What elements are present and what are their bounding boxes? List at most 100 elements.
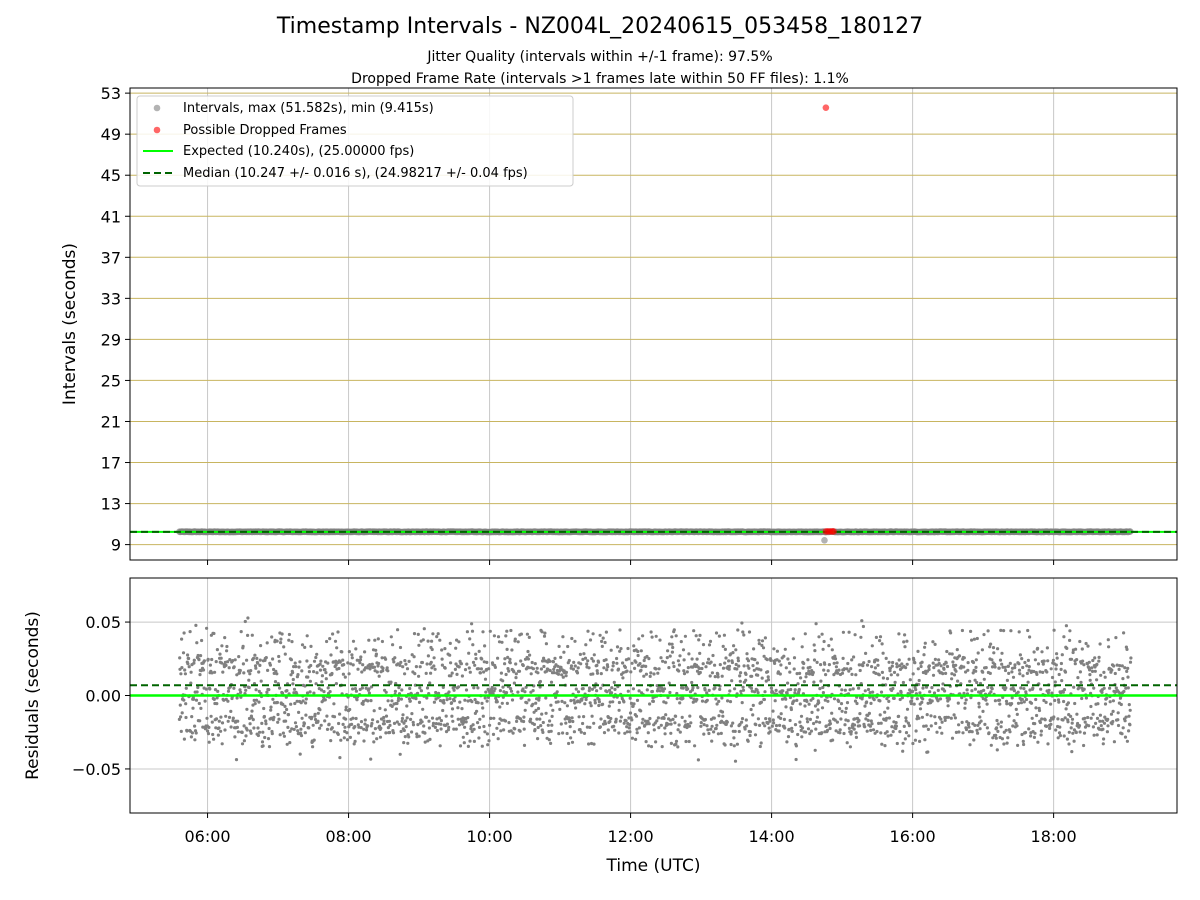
- residual-point: [417, 674, 421, 678]
- residual-point: [264, 719, 268, 723]
- residual-point: [1099, 724, 1103, 728]
- residual-point: [696, 686, 700, 690]
- residual-point: [619, 647, 623, 651]
- residual-point: [304, 701, 308, 705]
- residual-point: [587, 666, 591, 670]
- residual-point: [524, 685, 528, 689]
- residual-point: [188, 630, 192, 634]
- residual-point: [403, 735, 407, 739]
- residual-point: [945, 664, 950, 669]
- residual-point: [448, 653, 452, 657]
- residual-point: [749, 686, 754, 690]
- residual-point: [483, 696, 487, 700]
- residual-point: [542, 634, 547, 638]
- residual-point: [205, 716, 209, 720]
- residual-point: [998, 702, 1002, 706]
- residual-point: [244, 688, 248, 692]
- residual-point: [606, 728, 610, 732]
- residual-point: [1010, 702, 1014, 706]
- residual-point: [179, 729, 183, 734]
- residual-point: [184, 702, 188, 706]
- residual-point: [273, 680, 278, 684]
- residual-point: [1026, 680, 1030, 684]
- residual-point: [1102, 686, 1106, 690]
- residual-point: [823, 698, 827, 702]
- residual-point: [600, 644, 604, 649]
- residual-point: [888, 669, 892, 673]
- residual-point: [835, 720, 840, 724]
- residual-point: [407, 697, 411, 701]
- residual-point: [455, 638, 459, 642]
- residual-point: [733, 687, 737, 691]
- residual-point: [229, 725, 233, 729]
- residual-point: [646, 719, 650, 723]
- residual-point: [778, 672, 782, 676]
- residual-point: [560, 699, 564, 704]
- residual-point: [858, 724, 862, 728]
- residual-point: [483, 644, 487, 648]
- residual-point: [576, 690, 581, 694]
- residual-point: [902, 724, 906, 729]
- residual-point: [1080, 696, 1084, 701]
- residual-point: [1082, 663, 1086, 667]
- residual-point: [665, 656, 669, 660]
- residual-point: [899, 690, 903, 694]
- residual-point: [1093, 656, 1097, 660]
- residual-point: [736, 628, 740, 632]
- residual-point: [189, 670, 193, 674]
- residual-point: [577, 715, 581, 719]
- residual-point: [267, 745, 272, 749]
- residual-point: [356, 667, 360, 671]
- residual-point: [235, 696, 239, 700]
- residual-point: [301, 699, 305, 703]
- residual-point: [1102, 737, 1106, 741]
- residual-point: [962, 665, 966, 669]
- residual-point: [509, 628, 513, 633]
- residual-point: [903, 633, 907, 637]
- residual-point: [793, 723, 798, 727]
- residual-point: [598, 633, 602, 637]
- residual-point: [833, 654, 837, 658]
- residual-point: [759, 668, 763, 672]
- residual-point: [247, 678, 251, 682]
- residual-point: [479, 667, 483, 671]
- residual-point: [606, 665, 610, 669]
- residual-point: [940, 731, 944, 735]
- residual-point: [342, 736, 346, 740]
- residual-point: [717, 714, 721, 718]
- residual-point: [1107, 645, 1111, 649]
- residual-point: [844, 710, 848, 714]
- residual-point: [1091, 712, 1095, 716]
- residual-point: [182, 698, 186, 702]
- residual-point: [460, 674, 464, 678]
- residual-point: [404, 719, 408, 723]
- residual-point: [329, 653, 333, 657]
- residual-point: [325, 639, 329, 644]
- residual-point: [566, 644, 570, 649]
- residual-point: [308, 690, 312, 694]
- residual-point: [329, 739, 333, 743]
- residual-point: [605, 690, 609, 694]
- residual-point: [607, 704, 611, 708]
- residual-point: [1033, 658, 1037, 662]
- residual-point: [371, 731, 375, 735]
- residual-point: [623, 665, 628, 670]
- residual-point: [570, 636, 574, 641]
- residual-point: [911, 689, 915, 694]
- residual-point: [924, 671, 928, 676]
- residual-point: [354, 716, 358, 721]
- residual-point: [647, 744, 651, 748]
- residual-point: [602, 666, 606, 670]
- residual-point: [990, 687, 994, 691]
- residual-point: [309, 663, 313, 668]
- residual-point: [437, 691, 441, 695]
- residual-point: [751, 713, 755, 717]
- residual-point: [434, 722, 438, 726]
- residual-point: [669, 722, 673, 726]
- residual-point: [215, 648, 219, 652]
- residual-point: [1004, 699, 1009, 703]
- residual-point: [206, 732, 211, 736]
- residual-point: [431, 632, 435, 636]
- residual-point: [582, 652, 586, 656]
- residual-point: [944, 661, 948, 665]
